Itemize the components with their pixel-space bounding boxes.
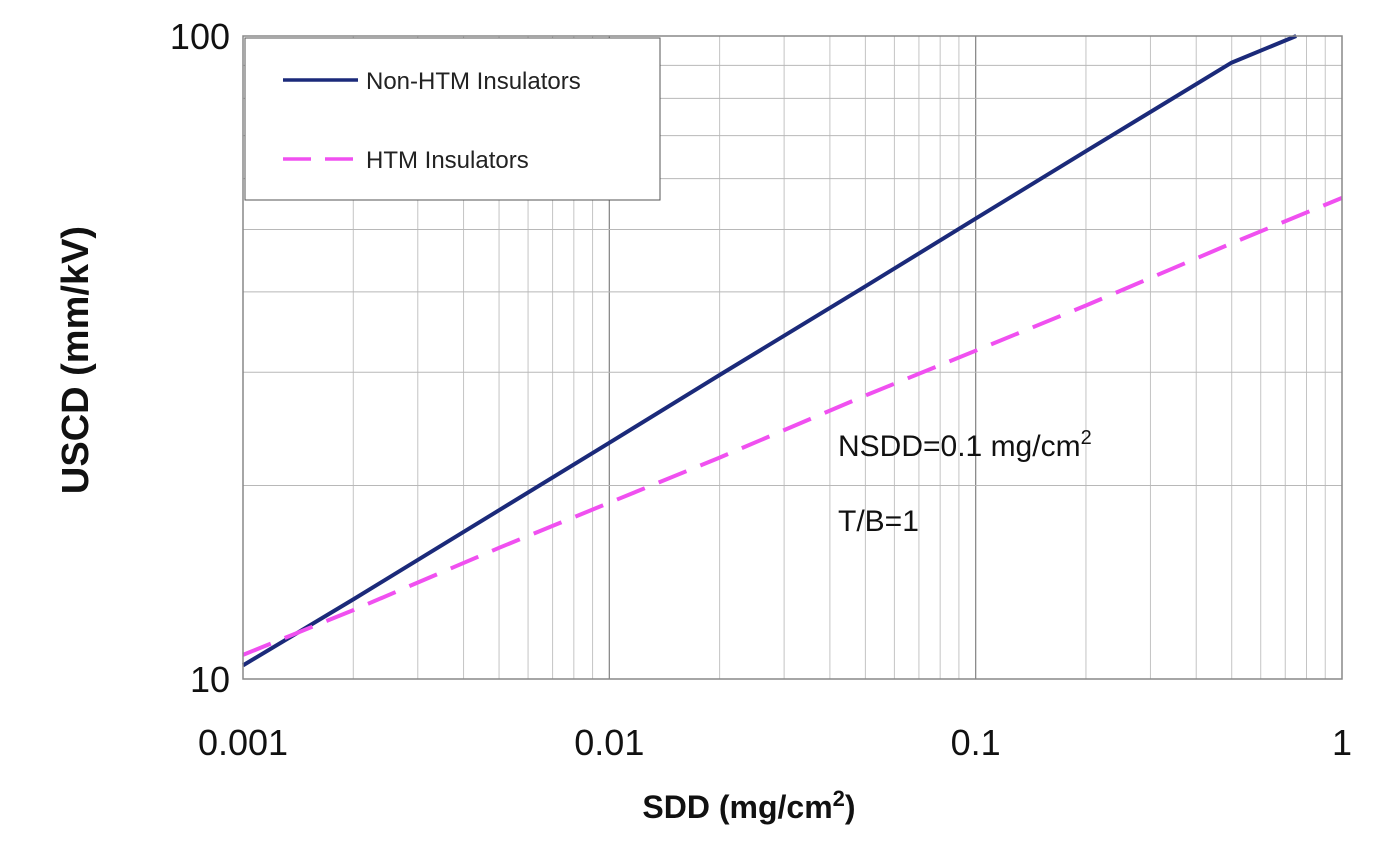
- x-tick-label: 1: [1332, 722, 1352, 763]
- legend: Non-HTM Insulators HTM Insulators: [244, 37, 661, 201]
- x-tick-label: 0.001: [198, 722, 288, 763]
- x-axis-label-sup: 2: [833, 786, 845, 811]
- x-axis-label-main: SDD (mg/cm: [642, 789, 832, 825]
- series-line-htm: [242, 196, 1343, 657]
- series-line-non-htm: [241, 34, 1297, 668]
- series-layer: [241, 34, 1343, 668]
- x-axis-label-end: ): [845, 789, 856, 825]
- legend-label-htm: HTM Insulators: [366, 147, 529, 174]
- y-tick-label: 100: [170, 16, 230, 57]
- annotation-nsdd: NSDD=0.1 mg/cm2: [838, 427, 1092, 463]
- annotation-nsdd-sup: 2: [1081, 427, 1092, 449]
- y-tick-label: 10: [190, 659, 230, 700]
- legend-box: [244, 37, 661, 201]
- plot-border: [242, 35, 1343, 680]
- tick-labels: 0.001 0.01 0.1 1 10 100: [170, 16, 1352, 763]
- annotation-nsdd-text: NSDD=0.1 mg/cm: [838, 430, 1081, 463]
- x-tick-label: 0.1: [951, 722, 1001, 763]
- legend-label-non-htm: Non-HTM Insulators: [366, 68, 581, 95]
- annotation-tb: T/B=1: [838, 505, 919, 538]
- x-tick-label: 0.01: [574, 722, 644, 763]
- x-axis-label: SDD (mg/cm2): [642, 786, 855, 825]
- y-axis-label: USCD (mm/kV): [55, 226, 97, 494]
